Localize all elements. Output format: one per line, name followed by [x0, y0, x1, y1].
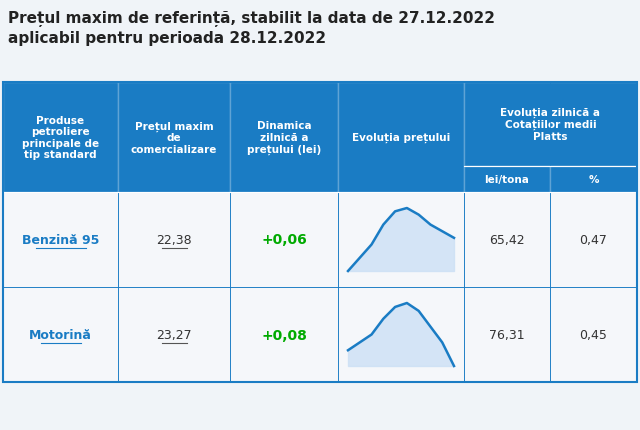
Text: 0,47: 0,47 [580, 233, 607, 246]
Text: Evoluția prețului: Evoluția prețului [352, 132, 450, 143]
Bar [464, 83, 637, 166]
Bar [338, 287, 464, 382]
Bar [550, 193, 637, 287]
Bar [550, 287, 637, 382]
Bar [338, 83, 464, 193]
Text: +0,08: +0,08 [261, 328, 307, 342]
Bar [118, 193, 230, 287]
Text: 23,27: 23,27 [156, 328, 192, 341]
Bar [3, 193, 118, 287]
Text: lei/tona: lei/tona [484, 175, 529, 184]
Text: Motorină: Motorină [29, 328, 92, 341]
Bar [464, 166, 550, 193]
Text: Prețul maxim
de
comercializare: Prețul maxim de comercializare [131, 121, 217, 154]
Text: Prețul maxim de referință, stabilit la data de 27.12.2022: Prețul maxim de referință, stabilit la d… [8, 11, 495, 27]
Text: %: % [588, 175, 599, 184]
Bar [550, 166, 637, 193]
Text: Produse
petroliere
principale de
tip standard: Produse petroliere principale de tip sta… [22, 115, 99, 160]
Bar [3, 83, 637, 382]
Bar [3, 287, 118, 382]
Bar [3, 83, 118, 193]
Text: +0,06: +0,06 [261, 233, 307, 247]
Text: Evoluția zilnică a
Cotațiilor medii
Platts: Evoluția zilnică a Cotațiilor medii Plat… [500, 108, 600, 141]
Bar [118, 287, 230, 382]
Bar [230, 287, 338, 382]
Bar [230, 193, 338, 287]
Bar [464, 287, 550, 382]
Text: aplicabil pentru perioada 28.12.2022: aplicabil pentru perioada 28.12.2022 [8, 31, 326, 46]
Text: 0,45: 0,45 [580, 328, 607, 341]
Bar [230, 83, 338, 193]
Text: 22,38: 22,38 [156, 233, 192, 246]
Text: Benzină 95: Benzină 95 [22, 233, 99, 246]
Bar [118, 83, 230, 193]
Bar [464, 193, 550, 287]
Text: Dinamica
zilnică a
prețului (lei): Dinamica zilnică a prețului (lei) [247, 121, 321, 154]
Text: 65,42: 65,42 [489, 233, 525, 246]
Bar [338, 193, 464, 287]
Text: 76,31: 76,31 [489, 328, 525, 341]
